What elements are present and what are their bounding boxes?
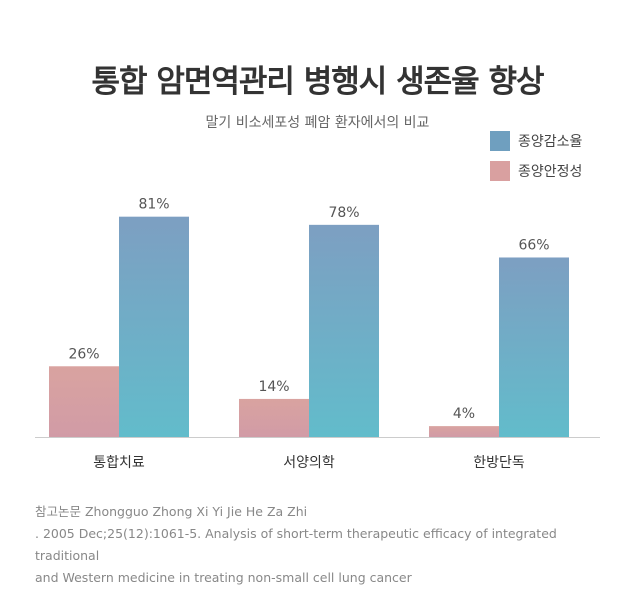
bar-reduction-2 xyxy=(499,257,569,437)
data-label-stability-2: 4% xyxy=(453,406,475,422)
data-label-stability-0: 26% xyxy=(68,346,99,362)
bar-chart: 26% 81% 통합치료 14% 78% 서양의학 4% 66% 한방단독 xyxy=(35,197,600,471)
legend: 종양감소율 종양안정성 xyxy=(490,131,582,191)
data-label-reduction-1: 78% xyxy=(328,205,359,221)
reference-line-2: . 2005 Dec;25(12):1061-5. Analysis of sh… xyxy=(35,526,557,563)
legend-label-stability: 종양안정성 xyxy=(518,164,583,180)
chart-title: 통합 암면역관리 병행시 생존율 향상 xyxy=(91,64,545,100)
category-label-0: 통합치료 xyxy=(93,455,145,471)
data-label-stability-1: 14% xyxy=(258,379,289,395)
bar-stability-2 xyxy=(429,426,499,437)
category-label-2: 한방단독 xyxy=(473,455,525,471)
data-label-reduction-0: 81% xyxy=(138,197,169,213)
reference-line-1: 참고논문 Zhongguo Zhong Xi Yi Jie He Za Zhi xyxy=(35,504,308,519)
chart-subtitle: 말기 비소세포성 폐암 환자에서의 비교 xyxy=(205,115,430,131)
legend-item-reduction: 종양감소율 xyxy=(490,131,582,151)
bar-stability-0 xyxy=(49,366,119,437)
category-label-1: 서양의학 xyxy=(283,455,335,471)
legend-item-stability: 종양안정성 xyxy=(490,161,582,181)
bar-reduction-0 xyxy=(119,216,189,437)
legend-swatch-stability xyxy=(490,161,510,181)
reference-line-3: and Western medicine in treating non-sma… xyxy=(35,570,412,585)
reference: 참고논문 Zhongguo Zhong Xi Yi Jie He Za Zhi … xyxy=(35,501,610,589)
legend-swatch-reduction xyxy=(490,131,510,151)
bar-stability-1 xyxy=(239,398,309,437)
data-label-reduction-2: 66% xyxy=(518,237,549,253)
legend-label-reduction: 종양감소율 xyxy=(518,134,583,150)
bar-reduction-1 xyxy=(309,224,379,437)
